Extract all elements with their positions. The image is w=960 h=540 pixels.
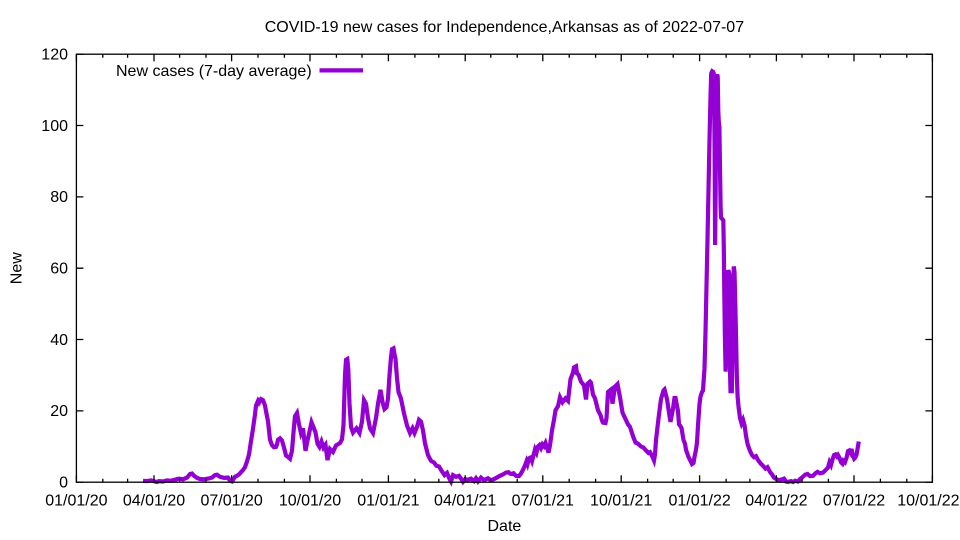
svg-text:100: 100 xyxy=(41,118,68,135)
svg-text:01/01/22: 01/01/22 xyxy=(668,493,730,510)
svg-text:120: 120 xyxy=(41,47,68,64)
svg-text:20: 20 xyxy=(50,403,68,420)
svg-text:80: 80 xyxy=(50,189,68,206)
svg-text:40: 40 xyxy=(50,332,68,349)
svg-text:COVID-19 new cases for Indepen: COVID-19 new cases for Independence,Arka… xyxy=(265,19,744,36)
svg-text:07/01/22: 07/01/22 xyxy=(823,493,885,510)
svg-text:04/01/21: 04/01/21 xyxy=(434,493,496,510)
svg-text:04/01/20: 04/01/20 xyxy=(123,493,185,510)
svg-text:New: New xyxy=(9,252,26,284)
svg-text:Date: Date xyxy=(488,518,522,535)
svg-text:0: 0 xyxy=(59,475,68,492)
svg-text:01/01/20: 01/01/20 xyxy=(45,493,107,510)
svg-text:10/01/22: 10/01/22 xyxy=(897,493,959,510)
svg-text:07/01/20: 07/01/20 xyxy=(200,493,262,510)
svg-text:04/01/22: 04/01/22 xyxy=(745,493,807,510)
svg-text:10/01/21: 10/01/21 xyxy=(590,493,652,510)
svg-text:10/01/20: 10/01/20 xyxy=(279,493,341,510)
svg-text:07/01/21: 07/01/21 xyxy=(512,493,574,510)
svg-text:01/01/21: 01/01/21 xyxy=(357,493,419,510)
svg-text:60: 60 xyxy=(50,261,68,278)
svg-text:New cases (7-day average): New cases (7-day average) xyxy=(116,63,312,80)
